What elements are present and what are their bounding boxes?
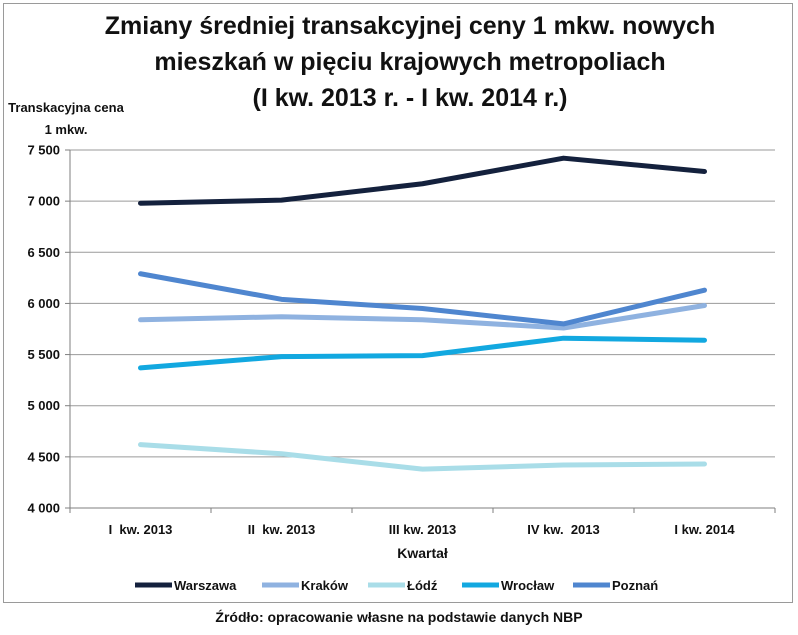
x-tick-label: IV kw. 2013 [527, 522, 600, 537]
y-axis-label-line-2: 1 mkw. [44, 122, 88, 137]
title-line-3: (I kw. 2013 r. - I kw. 2014 r.) [252, 84, 568, 112]
gridlines [70, 149, 775, 458]
x-axis-title: Kwartał [397, 545, 448, 561]
series-lines [138, 155, 707, 472]
y-tick-label: 6 000 [27, 296, 60, 311]
x-tick-label: I kw. 2013 [109, 522, 173, 537]
axes [65, 149, 776, 513]
y-tick-label: 4 000 [27, 501, 60, 516]
line-chart: 4 000 4 500 5 000 5 500 6 000 6 500 7 000 7 500… [27, 143, 776, 593]
series-line-warszawa [138, 155, 707, 206]
title-line-2: mieszkań w pięciu krajowych metropoliach [154, 48, 666, 76]
chart-frame [3, 3, 793, 603]
series-line-wrocław [138, 335, 707, 371]
y-tick-label: 5 000 [27, 398, 60, 413]
x-tick-label: I kw. 2014 [674, 522, 735, 537]
y-tick-labels: 4 000 4 500 5 000 5 500 6 000 6 500 7 000 7 500 [27, 143, 60, 516]
y-axis-label-line-1: Transkacyjna cena [8, 100, 124, 115]
legend-label: Kraków [301, 578, 349, 593]
x-tick-label: III kw. 2013 [389, 522, 456, 537]
y-tick-label: 6 500 [27, 245, 60, 260]
y-tick-label: 5 500 [27, 347, 60, 362]
series-line-łódź [138, 442, 707, 472]
x-tick-labels: I kw. 2013 II kw. 2013 III kw. 2013 IV kw. … [109, 522, 736, 537]
y-tick-label: 7 000 [27, 194, 60, 209]
y-tick-label: 4 500 [27, 449, 60, 464]
legend-label: Wrocław [501, 578, 555, 593]
series-line-kraków [138, 302, 707, 331]
chart-title: Zmiany średniej transakcyjnej ceny 1 mkw… [40, 8, 780, 116]
y-tick-label: 7 500 [27, 143, 60, 158]
series-line-poznań [138, 271, 707, 327]
y-axis-label: Transkacyjna cena 1 mkw. [6, 97, 126, 141]
source-note: Źródło: opracowanie własne na podstawie … [215, 609, 583, 625]
x-tick-label: II kw. 2013 [248, 522, 315, 537]
legend-label: Warszawa [174, 578, 237, 593]
title-line-1: Zmiany średniej transakcyjnej ceny 1 mkw… [104, 12, 716, 40]
legend-label: Poznań [612, 578, 658, 593]
legend-label: Łódź [407, 578, 438, 593]
legend: Warszawa Kraków Łódź Wrocław Poznań [135, 578, 658, 593]
